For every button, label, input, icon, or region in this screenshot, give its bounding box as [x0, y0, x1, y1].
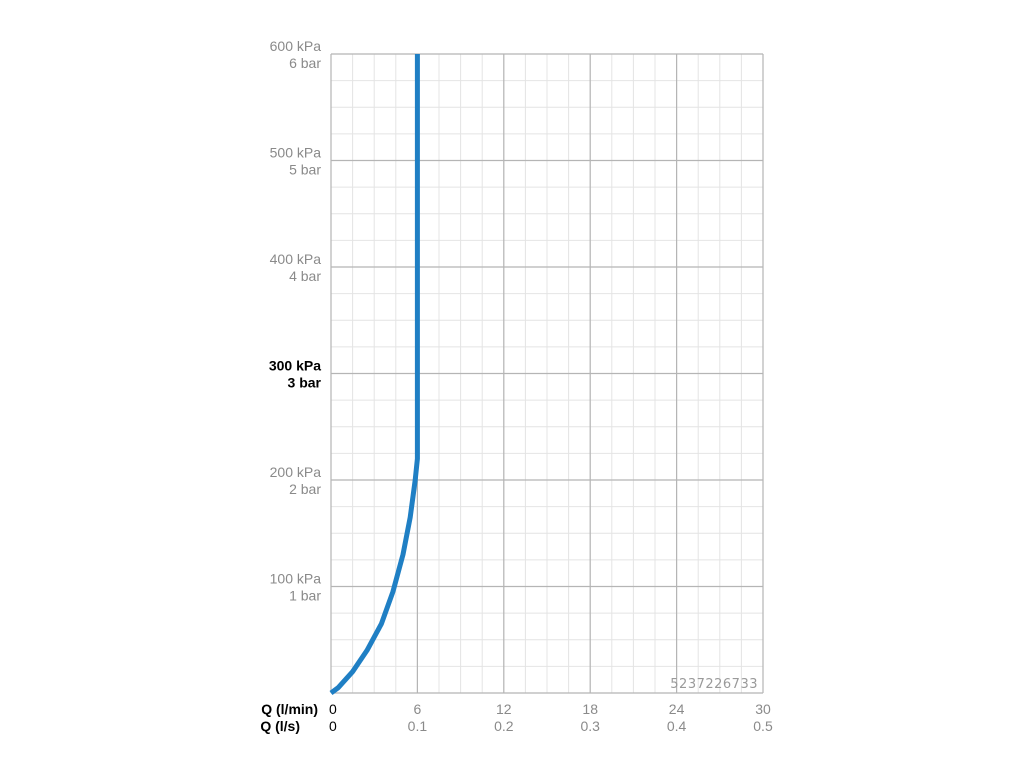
- series-line: [329, 54, 420, 696]
- x-axis-title-secondary: Q (l/s): [260, 718, 300, 734]
- x-tick-labels: 0 6 12 18 24 30 0 0.1 0.2 0.3 0.4 0.5: [329, 701, 773, 734]
- x-tick-label-ls: 0.2: [494, 718, 514, 734]
- x-tick-label-ls: 0.4: [667, 718, 687, 734]
- x-tick-label-lmin: 24: [669, 701, 685, 717]
- y-tick-label-kpa: 300 kPa: [269, 358, 321, 374]
- series-group: [329, 54, 420, 696]
- y-tick-label-bar: 6 bar: [289, 55, 321, 71]
- y-tick-label-bar: 2 bar: [289, 481, 321, 497]
- x-tick-label-ls: 0.3: [580, 718, 600, 734]
- x-tick-label-lmin: 6: [414, 701, 422, 717]
- y-tick-label-bar: 4 bar: [289, 268, 321, 284]
- y-tick-label-kpa: 200 kPa: [270, 464, 322, 480]
- x-tick-label-lmin: 12: [496, 701, 512, 717]
- y-tick-label-bar: 1 bar: [289, 588, 321, 604]
- y-tick-label-bar: 3 bar: [288, 375, 322, 391]
- y-tick-label-bar: 5 bar: [289, 162, 321, 178]
- y-tick-label-kpa: 400 kPa: [270, 251, 322, 267]
- x-tick-label-ls: 0.1: [408, 718, 428, 734]
- x-tick-label-lmin: 0: [329, 701, 337, 717]
- x-tick-label-ls: 0: [329, 718, 337, 734]
- x-tick-label-lmin: 18: [582, 701, 598, 717]
- x-tick-label-ls: 0.5: [753, 718, 773, 734]
- y-tick-label-kpa: 100 kPa: [270, 571, 322, 587]
- x-tick-label-lmin: 30: [755, 701, 771, 717]
- article-code-annotation: 5237226733: [670, 677, 758, 692]
- y-tick-label-kpa: 600 kPa: [270, 38, 322, 54]
- x-axis-title-primary: Q (l/min): [261, 701, 318, 717]
- y-tick-label-kpa: 500 kPa: [270, 145, 322, 161]
